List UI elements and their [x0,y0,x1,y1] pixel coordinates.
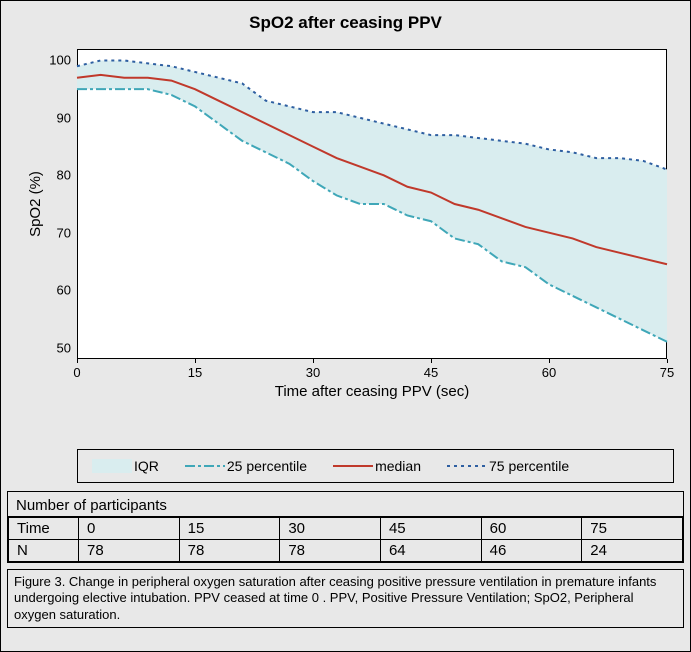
y-tick-label: 90 [57,110,71,125]
chart-section: SpO2 after ceasing PPV SpO2 (%) 50607080… [7,13,684,443]
legend-label-median: median [375,458,421,474]
legend-label-p75: 75 percentile [489,458,569,474]
y-tick-label: 50 [57,340,71,355]
x-tick-label: 45 [424,365,438,380]
participants-table-section: Number of participants Time01530456075N7… [7,491,684,563]
legend: IQR 25 percentile median 75 percentile [77,449,674,483]
x-tick-label: 30 [306,365,320,380]
y-tick-label: 60 [57,283,71,298]
legend-item-p75: 75 percentile [447,458,569,474]
table-cell: 46 [481,540,582,562]
table-row: N787878644624 [9,540,683,562]
plot-area [77,49,667,359]
table-cell: 15 [179,518,280,540]
table-cell: 78 [280,540,381,562]
legend-item-median: median [333,458,421,474]
table-cell: 30 [280,518,381,540]
participants-table-title: Number of participants [8,492,683,517]
participants-table: Time01530456075N787878644624 [8,517,683,562]
x-ticks: 01530456075 [77,359,667,379]
x-tick-label: 15 [188,365,202,380]
table-cell: 75 [582,518,683,540]
table-cell: 24 [582,540,683,562]
legend-label-p25: 25 percentile [227,458,307,474]
legend-label-iqr: IQR [134,458,159,474]
y-ticks: 50 60 70 80 90 100 [41,49,73,359]
x-tick-label: 75 [660,365,674,380]
participants-tbody: Time01530456075N787878644624 [9,518,683,562]
legend-swatch-p25 [185,459,219,473]
table-cell: 60 [481,518,582,540]
legend-swatch-iqr [92,459,126,473]
table-row: Time01530456075 [9,518,683,540]
table-row-label: N [9,540,79,562]
table-cell: 64 [380,540,481,562]
y-tick-label: 70 [57,225,71,240]
table-cell: 0 [79,518,180,540]
chart-title: SpO2 after ceasing PPV [7,13,684,33]
figure-caption: Figure 3. Change in peripheral oxygen sa… [7,569,684,628]
x-tick-label: 0 [73,365,80,380]
legend-item-iqr: IQR [92,458,159,474]
y-tick-label: 80 [57,168,71,183]
chart-svg [77,49,667,359]
legend-swatch-p75 [447,459,481,473]
y-tick-label: 100 [49,53,71,68]
legend-swatch-median [333,459,367,473]
table-cell: 45 [380,518,481,540]
x-tick-label: 60 [542,365,556,380]
legend-item-p25: 25 percentile [185,458,307,474]
table-row-label: Time [9,518,79,540]
table-cell: 78 [79,540,180,562]
figure-container: SpO2 after ceasing PPV SpO2 (%) 50607080… [0,0,691,652]
x-axis-label: Time after ceasing PPV (sec) [77,383,667,400]
table-cell: 78 [179,540,280,562]
